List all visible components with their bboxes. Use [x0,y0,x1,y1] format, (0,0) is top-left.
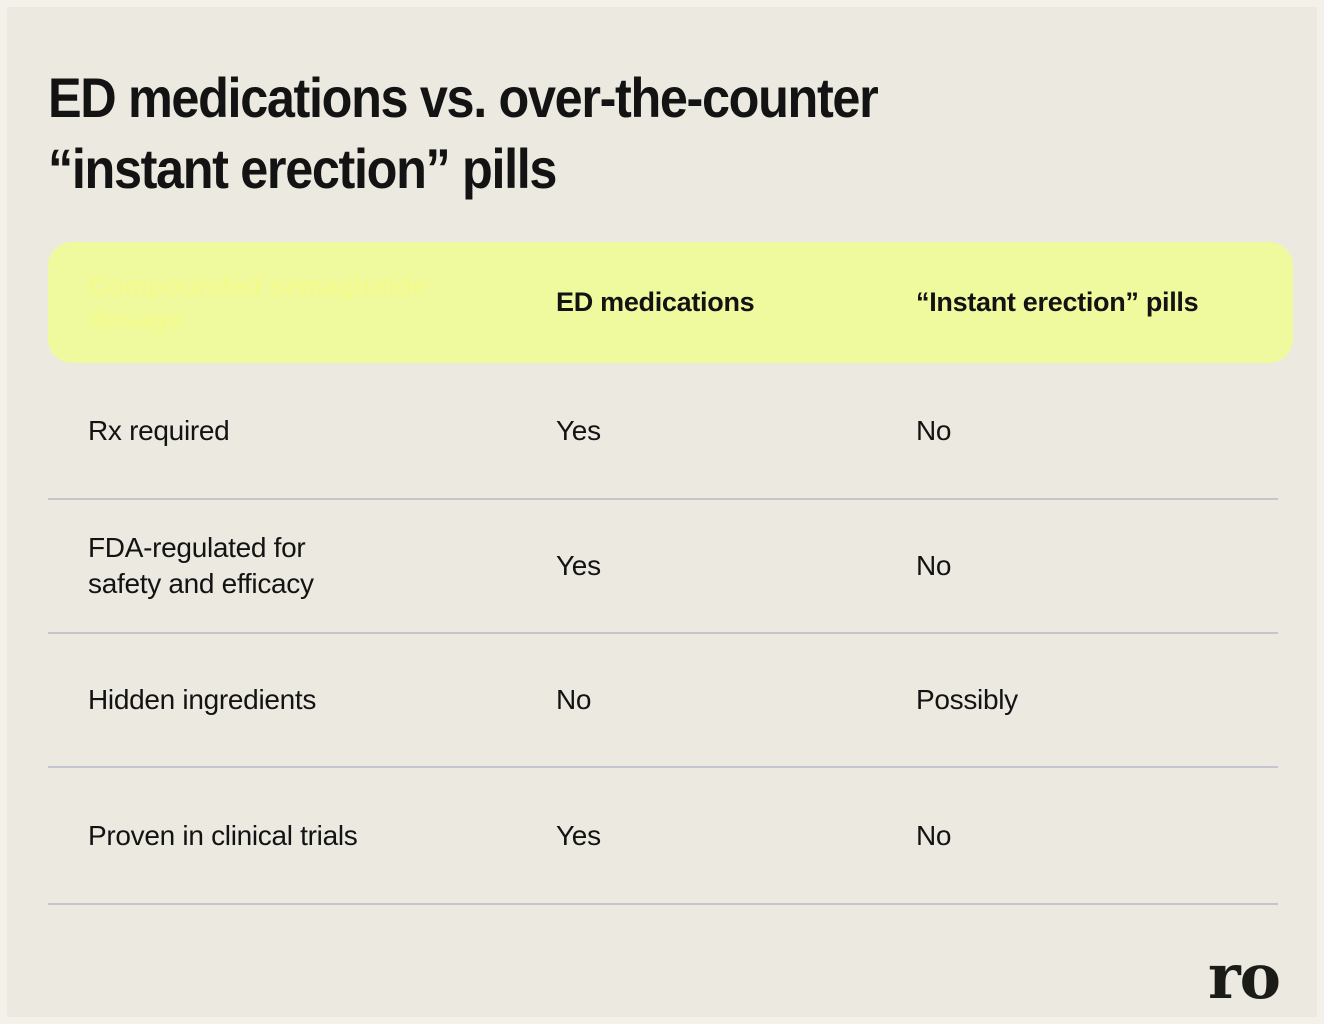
row-value-instant-erection-pills: No [916,550,952,581]
page-title: ED medications vs. over-the-counter “ins… [48,62,879,204]
row-label: Proven in clinical trials [88,819,358,851]
column-header-instant-erection-pills: “Instant erection” pills [916,287,1199,317]
row-label: Hidden ingredients [88,684,317,715]
row-label: FDA-regulated for safety and efficacy [88,532,314,599]
row-value-ed-medications: Yes [556,819,601,851]
row-value-instant-erection-pills: No [916,819,952,851]
row-value-ed-medications: Yes [556,414,601,446]
row-value-ed-medications: No [556,684,592,715]
row-value-instant-erection-pills: Possibly [916,684,1018,715]
row-value-instant-erection-pills: No [916,414,952,446]
header-hidden-leftover-line1: Compounded semaglutide [88,270,428,301]
comparison-table-body: Rx required Yes No FDA-regulated for safety… [48,363,1278,905]
table-row: Hidden ingredients No Possibly [48,634,1278,768]
table-header-bar: Compounded semaglutide dosage ED medicat… [48,242,1293,363]
table-row: Rx required Yes No [48,363,1278,500]
ro-brand-logo: ro [1207,940,1281,1013]
table-row: FDA-regulated for safety and efficacy Yes… [48,500,1278,634]
row-value-ed-medications: Yes [556,550,601,581]
header-hidden-leftover-text: Compounded semaglutide dosage [88,270,468,336]
row-label: Rx required [88,414,230,446]
column-header-ed-medications: ED medications [556,287,755,317]
page-title-line1: ED medications vs. over-the-counter [48,66,879,129]
page-title-line2: “instant erection” pills [48,137,557,200]
table-row: Proven in clinical trials Yes No [48,768,1278,905]
header-hidden-leftover-line2: dosage [88,303,183,334]
